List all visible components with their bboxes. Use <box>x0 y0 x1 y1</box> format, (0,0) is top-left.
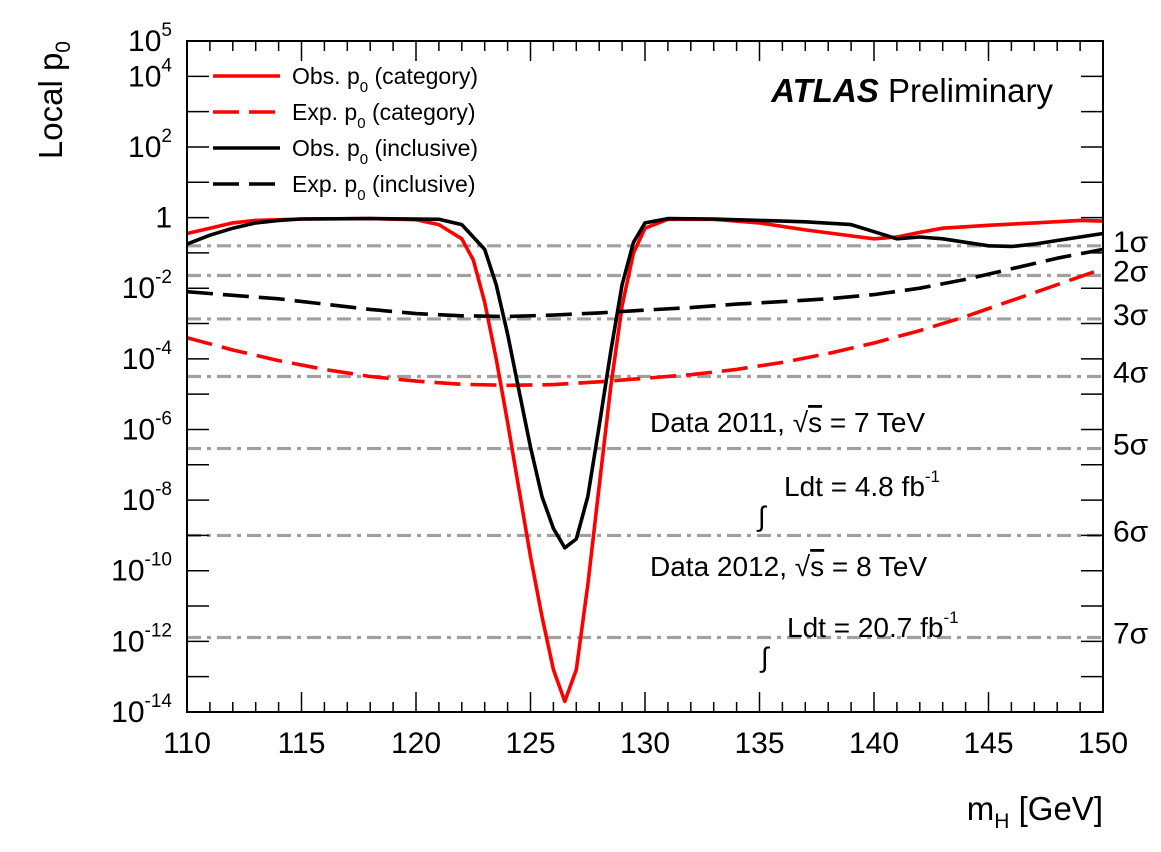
integral-sign: ∫ <box>756 501 768 532</box>
x-axis-title: mH [GeV] <box>967 790 1103 833</box>
annotation-3: Data 2012, √s = 8 TeV <box>650 551 927 582</box>
annotation-2: ∫ Ldt = 4.8 fb-1 <box>756 467 940 532</box>
series-line-3 <box>186 216 1104 550</box>
y-tick-label: 10-4 <box>122 338 173 376</box>
legend-label-4: Exp. p0 (inclusive) <box>292 171 475 204</box>
x-tick-label: 130 <box>620 727 670 760</box>
sigma-label-4: 4σ <box>1113 357 1149 390</box>
x-tick-label: 115 <box>278 727 326 760</box>
series-line-4 <box>186 247 1104 319</box>
legend-label-3: Obs. p0 (inclusive) <box>292 135 478 168</box>
x-tick-label: 110 <box>163 727 211 760</box>
series-line-1 <box>186 216 1104 704</box>
y-tick-label: 10-14 <box>111 691 172 729</box>
series-lines <box>186 216 1104 704</box>
y-tick-label: 1 <box>155 202 172 235</box>
y-tick-label: 10-12 <box>111 620 172 658</box>
legend-label-2: Exp. p0 (category) <box>292 99 476 132</box>
y-tick-label: 104 <box>128 55 172 93</box>
y-tick-label: 105 <box>128 20 172 58</box>
atlas-label: ATLAS Preliminary <box>770 72 1053 109</box>
x-tick-label: 125 <box>505 727 555 760</box>
y-axis-title: Local p0 <box>32 41 75 159</box>
axes: 110 115 120 125 130 135 140 145 150 10-14 10-12 10-… <box>32 20 1128 833</box>
annotations: ATLAS Preliminary Data 2011, √s = 7 TeV ∫ L… <box>650 72 1053 673</box>
y-tick-label: 102 <box>128 126 172 164</box>
series-line-2 <box>186 267 1104 388</box>
sigma-label-2: 2σ <box>1113 255 1149 288</box>
lumi-text: Ldt = 20.7 fb-1 <box>787 608 959 643</box>
annotation-4: ∫ Ldt = 20.7 fb-1 <box>759 608 959 673</box>
sigma-label-6: 6σ <box>1113 515 1149 548</box>
sigma-label-7: 7σ <box>1113 617 1149 650</box>
sigma-label-3: 3σ <box>1113 299 1149 332</box>
legend-label-1: Obs. p0 (category) <box>292 63 478 96</box>
legend: Obs. p0 (category)Exp. p0 (category)Obs.… <box>213 63 478 204</box>
y-tick-label: 10-2 <box>122 267 172 305</box>
x-tick-label: 135 <box>734 727 784 760</box>
x-tick-label: 150 <box>1078 727 1128 760</box>
y-tick-label: 10-10 <box>111 550 172 588</box>
sigma-label-1: 1σ <box>1113 226 1149 259</box>
y-tick-label: 10-6 <box>122 408 172 446</box>
integral-sign: ∫ <box>759 642 771 673</box>
x-tick-label: 140 <box>849 727 899 760</box>
annotation-1: Data 2011, √s = 7 TeV <box>650 407 925 438</box>
y-tick-label: 10-8 <box>122 479 172 517</box>
x-tick-label: 145 <box>963 727 1013 760</box>
lumi-text: Ldt = 4.8 fb-1 <box>784 467 940 502</box>
x-tick-label: 120 <box>391 727 441 760</box>
sigma-label-5: 5σ <box>1113 429 1149 462</box>
